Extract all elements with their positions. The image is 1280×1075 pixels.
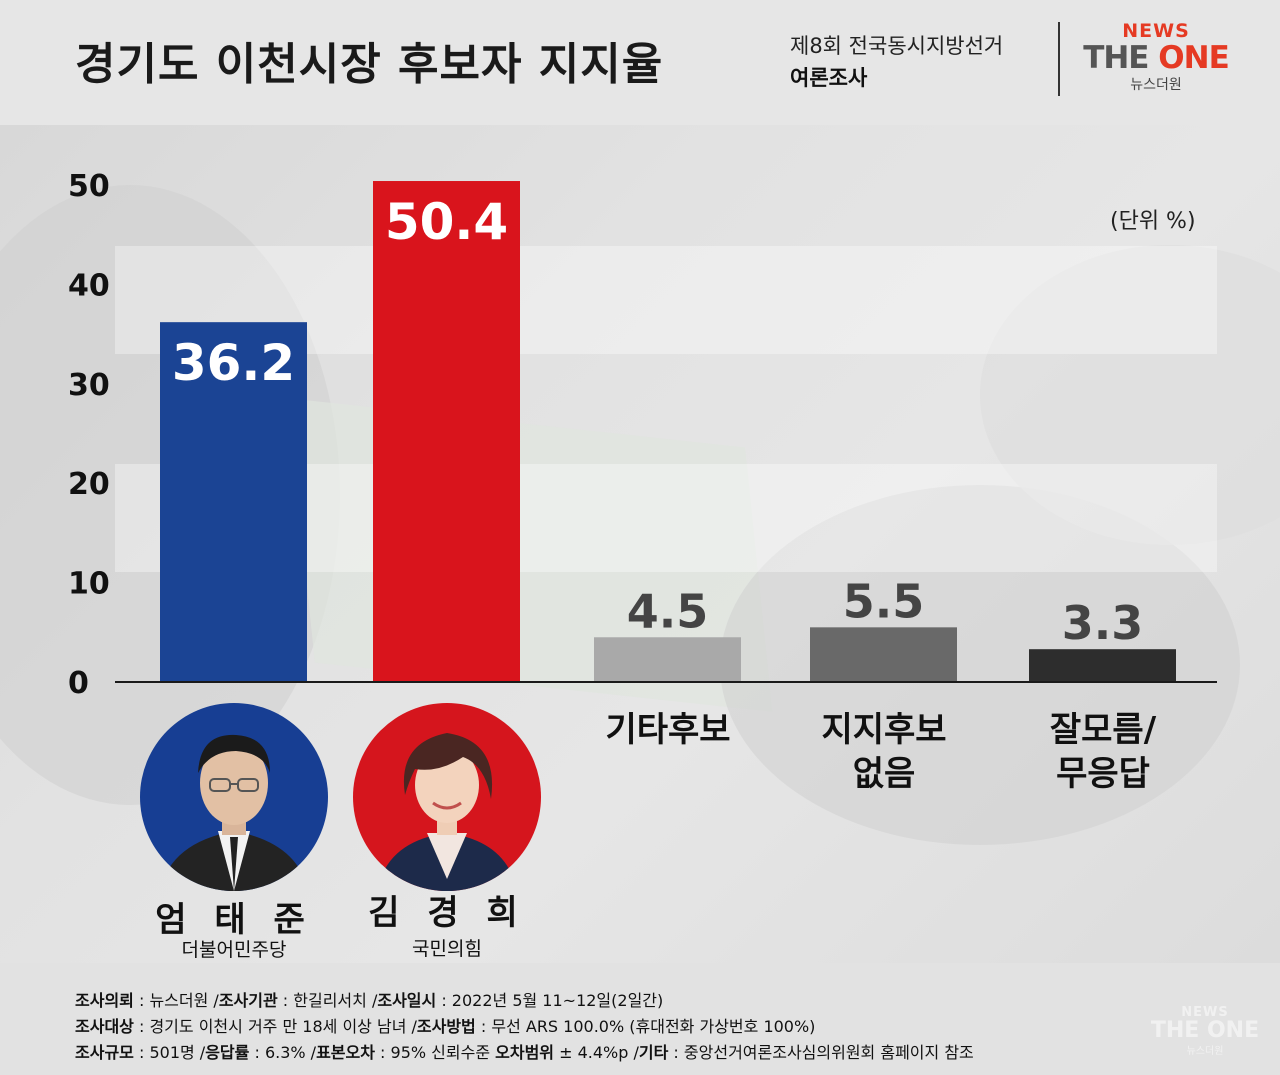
candidate-photo-1 xyxy=(140,703,328,891)
watermark-line: NEWS xyxy=(1181,1005,1229,1020)
footer-key: 조사규모 xyxy=(75,1043,134,1062)
bar-5 xyxy=(1029,649,1176,682)
footer-value: : 95% 신뢰수준 xyxy=(374,1043,496,1062)
candidate-photo-2 xyxy=(353,703,541,891)
footer-value: : 경기도 이천시 거주 만 18세 이상 남녀 / xyxy=(133,1017,417,1036)
page-title: 경기도 이천시장 후보자 지지율 xyxy=(75,39,664,90)
footer-value: : 중앙선거여론조사심의위원회 홈페이지 참조 xyxy=(668,1043,974,1062)
y-tick-label: 10 xyxy=(68,567,110,602)
watermark-line: 뉴스더원 xyxy=(1186,1046,1224,1057)
header-divider xyxy=(1058,22,1060,96)
watermark-line: THE ONE xyxy=(1150,1018,1260,1043)
candidate-party-1: 더불어민주당 xyxy=(181,939,287,961)
newstheone-logo: NEWS THE ONE 뉴스더원 xyxy=(1076,20,1236,100)
bar-value-label: 50.4 xyxy=(385,193,508,251)
y-tick-label: 0 xyxy=(68,666,89,701)
election-name: 제8회 전국동시지방선거 xyxy=(790,34,1004,58)
footer-value: : 501명 / xyxy=(133,1043,206,1062)
bar-value-label: 3.3 xyxy=(1062,596,1144,650)
footer-key: 응답률 xyxy=(205,1043,250,1062)
footer-key: 오차범위 xyxy=(495,1043,555,1062)
header: 경기도 이천시장 후보자 지지율 제8회 전국동시지방선거 여론조사 NEWS … xyxy=(0,0,1280,125)
footer-value: : 2022년 5월 11~12일(2일간) xyxy=(436,991,664,1010)
y-tick-label: 40 xyxy=(68,268,110,303)
logo-one: ONE xyxy=(1158,40,1229,76)
footer-value: : 한길리서치 / xyxy=(277,991,378,1010)
survey-info-footer: 조사의뢰 : 뉴스더원 /조사기관 : 한길리서치 /조사일시 : 2022년 … xyxy=(0,963,1280,1075)
category-label-none: 지지후보 없음 xyxy=(784,708,984,796)
logo-korean-text: 뉴스더원 xyxy=(1130,77,1182,93)
y-tick-label: 20 xyxy=(68,467,110,502)
footer-key: 조사방법 xyxy=(416,1017,476,1036)
bar-2 xyxy=(373,181,520,683)
survey-label: 여론조사 xyxy=(790,66,868,90)
footer-key: 조사대상 xyxy=(75,1017,134,1036)
category-label-other: 기타후보 xyxy=(568,708,768,752)
bar-chart: 0 10 20 30 40 50 36.2 50.4 4.5 5.5 3.3 xyxy=(68,169,1217,701)
category-label-line: 무응답 xyxy=(1056,754,1150,794)
footer-line-2: 조사대상 : 경기도 이천시 거주 만 18세 이상 남녀 /조사방법 : 무선… xyxy=(75,1013,815,1037)
candidate-name-1: 엄 태 준 xyxy=(155,900,313,940)
category-label-line: 잘모름/ xyxy=(1049,710,1157,750)
bar-value-label: 4.5 xyxy=(627,584,709,638)
category-label-line: 없음 xyxy=(852,754,916,794)
bar-value-label: 36.2 xyxy=(172,334,295,392)
watermark-logo: NEWS THE ONE 뉴스더원 xyxy=(1150,1005,1260,1057)
category-label-line: 기타후보 xyxy=(605,710,731,750)
footer-key: 조사기관 xyxy=(218,991,278,1010)
footer-value: : 무선 ARS 100.0% (휴대전화 가상번호 100%) xyxy=(475,1017,816,1036)
footer-value: : 6.3% / xyxy=(249,1043,317,1062)
candidate-party-2: 국민의힘 xyxy=(412,938,482,960)
footer-key: 표본오차 xyxy=(316,1043,375,1062)
category-label-line: 지지후보 xyxy=(821,710,947,750)
footer-value: : 뉴스더원 / xyxy=(133,991,219,1010)
footer-line-1: 조사의뢰 : 뉴스더원 /조사기관 : 한길리서치 /조사일시 : 2022년 … xyxy=(75,987,663,1011)
logo-theone-text: THE ONE xyxy=(1076,42,1236,74)
footer-key: 조사의뢰 xyxy=(75,991,134,1010)
y-tick-label: 30 xyxy=(68,368,110,403)
y-tick-label: 50 xyxy=(68,169,110,204)
footer-key: 기타 xyxy=(638,1043,669,1062)
footer-line-3: 조사규모 : 501명 /응답률 : 6.3% /표본오차 : 95% 신뢰수준… xyxy=(75,1039,974,1063)
background-decoration xyxy=(980,245,1280,545)
bar-3 xyxy=(594,637,741,682)
logo-news-text: NEWS xyxy=(1122,20,1190,42)
category-label-unknown: 잘모름/ 무응답 xyxy=(1003,708,1203,796)
chart-background xyxy=(0,125,1280,963)
footer-value: ± 4.4%p / xyxy=(554,1043,639,1062)
bar-1 xyxy=(160,322,307,682)
logo-the: THE xyxy=(1083,40,1159,76)
bar-4 xyxy=(810,627,957,682)
bar-value-label: 5.5 xyxy=(843,574,925,628)
unit-label: (단위 %) xyxy=(1110,209,1196,234)
candidate-name-2: 김 경 희 xyxy=(368,893,526,933)
footer-key: 조사일시 xyxy=(377,991,437,1010)
